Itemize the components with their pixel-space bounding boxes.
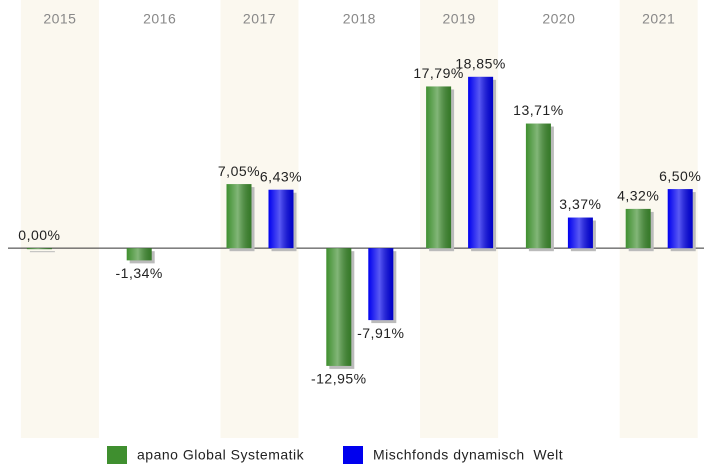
bar-shine xyxy=(567,217,593,249)
bar-shine xyxy=(226,184,252,249)
bar-shine xyxy=(126,248,152,261)
bar-shine xyxy=(26,248,52,250)
bar-shine xyxy=(268,189,294,249)
x-tick-label: 2015 xyxy=(43,11,76,27)
bar-shine xyxy=(625,208,651,249)
legend-swatch xyxy=(107,446,127,464)
bar-shine xyxy=(426,86,452,249)
data-label: 0,00% xyxy=(18,227,60,243)
column-shade xyxy=(20,0,99,438)
legend-swatch xyxy=(343,446,363,464)
data-label: 17,79% xyxy=(413,65,463,81)
data-label: -12,95% xyxy=(311,371,367,387)
x-tick-label: 2017 xyxy=(243,11,276,27)
data-label: 4,32% xyxy=(617,188,659,204)
x-tick-label: 2016 xyxy=(143,11,176,27)
data-label: 7,05% xyxy=(218,163,260,179)
data-label: -1,34% xyxy=(116,265,163,281)
data-label: 18,85% xyxy=(455,56,505,72)
x-tick-label: 2021 xyxy=(642,11,675,27)
data-label: 13,71% xyxy=(513,102,563,118)
bar-shine xyxy=(468,76,494,249)
data-label: 3,37% xyxy=(559,196,601,212)
x-tick-label: 2020 xyxy=(542,11,575,27)
bar-shine xyxy=(326,248,352,366)
data-label: -7,91% xyxy=(357,325,404,341)
x-tick-label: 2019 xyxy=(443,11,476,27)
bar-shadow xyxy=(29,251,55,253)
x-tick-label: 2018 xyxy=(343,11,376,27)
bar-shine xyxy=(667,189,693,249)
data-label: 6,50% xyxy=(659,168,701,184)
bar-shine xyxy=(525,123,551,249)
legend-label: Mischfonds dynamisch Welt xyxy=(373,447,563,463)
legend-label: apano Global Systematik xyxy=(137,447,305,463)
data-label: 6,43% xyxy=(260,168,302,184)
bar-shine xyxy=(368,248,394,321)
